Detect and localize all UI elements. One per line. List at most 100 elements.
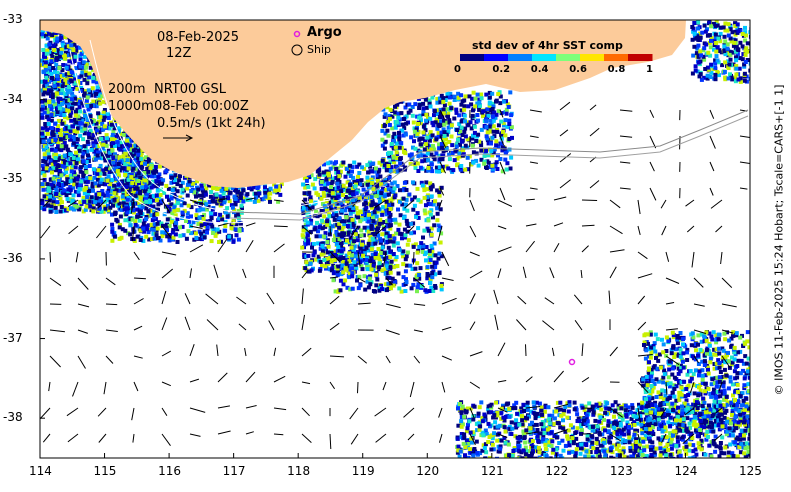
current-vector xyxy=(517,295,527,305)
current-vector xyxy=(665,251,670,262)
current-vector xyxy=(608,290,611,305)
current-vector xyxy=(637,199,641,215)
colorbar-segment xyxy=(508,54,533,61)
ship-track-line xyxy=(229,109,749,215)
current-vector xyxy=(469,225,477,238)
current-vector xyxy=(273,243,285,253)
current-vector xyxy=(244,348,247,357)
current-vector xyxy=(376,225,387,235)
current-vector xyxy=(493,289,499,305)
current-vector xyxy=(349,225,359,240)
current-vector xyxy=(559,101,571,111)
current-vector xyxy=(385,303,401,309)
current-vector xyxy=(437,225,443,241)
current-vector xyxy=(469,293,476,305)
current-vector xyxy=(131,407,135,421)
current-vector xyxy=(559,129,569,137)
current-vector xyxy=(413,277,426,288)
current-vector xyxy=(497,380,507,383)
product-label-2: 08-Feb 00:00Z xyxy=(154,99,249,114)
current-vector xyxy=(693,303,705,307)
current-vector xyxy=(350,433,359,445)
current-vector xyxy=(184,316,191,331)
current-vector xyxy=(217,372,228,383)
current-vector xyxy=(637,433,641,444)
current-vector xyxy=(216,344,219,357)
current-vector xyxy=(499,161,506,175)
x-tick-label: 124 xyxy=(674,464,698,478)
current-vector xyxy=(404,199,415,209)
current-vector xyxy=(273,199,284,202)
current-vector xyxy=(273,347,277,357)
current-vector xyxy=(713,433,723,442)
current-vector xyxy=(413,303,426,306)
colorbar-tick-label: 0 xyxy=(454,64,461,75)
current-vector xyxy=(714,407,723,414)
current-vector xyxy=(236,296,247,305)
current-vector xyxy=(189,199,205,205)
colorbar-tick-label: 0.8 xyxy=(607,64,626,75)
current-vector xyxy=(96,225,107,239)
current-vector xyxy=(438,199,443,209)
current-vector xyxy=(469,321,476,331)
current-vector xyxy=(685,199,695,207)
current-vector xyxy=(217,238,228,253)
x-tick-label: 120 xyxy=(416,464,440,478)
current-vector xyxy=(217,405,230,409)
current-vector xyxy=(693,329,707,334)
current-vector xyxy=(161,225,172,239)
current-vector xyxy=(720,251,723,265)
current-vector xyxy=(665,355,680,366)
current-vector xyxy=(441,297,457,305)
current-vector xyxy=(525,223,537,227)
colorbar-segment xyxy=(604,54,629,61)
current-vector xyxy=(77,329,88,334)
current-vector xyxy=(105,277,116,286)
current-vector xyxy=(357,251,361,267)
current-vector xyxy=(439,187,445,196)
current-vector xyxy=(161,199,171,213)
australia-landmass xyxy=(40,20,686,188)
current-vector xyxy=(581,224,595,227)
current-vector xyxy=(637,354,653,357)
current-vector xyxy=(97,407,107,417)
current-vector xyxy=(413,329,423,333)
current-vector xyxy=(559,179,572,189)
current-vector xyxy=(329,322,340,331)
current-vector xyxy=(349,407,359,420)
current-vector xyxy=(709,135,716,149)
current-vector xyxy=(609,225,623,235)
current-vector xyxy=(441,251,450,267)
current-vector xyxy=(385,277,393,286)
current-vector xyxy=(301,288,304,305)
current-vector xyxy=(161,290,167,305)
current-vector xyxy=(103,381,107,395)
current-vector xyxy=(525,431,539,435)
current-vector xyxy=(189,244,204,253)
current-vector xyxy=(382,381,387,391)
current-vector xyxy=(637,295,646,305)
current-vector xyxy=(49,277,62,287)
current-vector xyxy=(273,225,288,228)
current-vector xyxy=(581,343,584,357)
current-vector xyxy=(441,277,454,281)
current-vector xyxy=(301,381,311,385)
current-vector xyxy=(301,433,312,443)
current-vector xyxy=(525,240,535,253)
colorbar-tick-label: 0.6 xyxy=(569,64,587,75)
colorbar-tick-label: 0.2 xyxy=(492,64,511,75)
current-vector xyxy=(665,381,668,395)
current-vector xyxy=(609,199,621,209)
current-vector xyxy=(385,329,400,335)
colorbar-title: std dev of 4hr SST comp xyxy=(472,39,623,52)
current-vector xyxy=(441,355,452,361)
current-vector xyxy=(637,225,641,236)
current-vector xyxy=(691,251,695,268)
current-vector xyxy=(469,351,483,357)
current-vector xyxy=(439,135,447,148)
current-vector xyxy=(189,225,203,229)
current-vector xyxy=(721,329,734,334)
current-vector xyxy=(329,381,336,390)
current-vector xyxy=(609,266,617,279)
current-vector xyxy=(105,303,118,306)
